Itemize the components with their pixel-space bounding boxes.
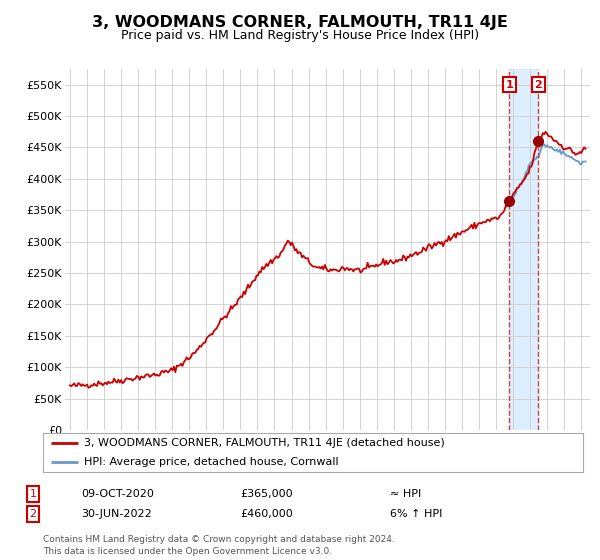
- Text: £365,000: £365,000: [240, 489, 293, 499]
- Text: 2: 2: [535, 80, 542, 90]
- Text: 30-JUN-2022: 30-JUN-2022: [81, 509, 152, 519]
- Bar: [509, 69, 538, 430]
- Text: HPI: Average price, detached house, Cornwall: HPI: Average price, detached house, Corn…: [83, 456, 338, 466]
- Text: 6% ↑ HPI: 6% ↑ HPI: [390, 509, 442, 519]
- Text: Contains HM Land Registry data © Crown copyright and database right 2024.
This d: Contains HM Land Registry data © Crown c…: [43, 535, 395, 556]
- Text: 3, WOODMANS CORNER, FALMOUTH, TR11 4JE (detached house): 3, WOODMANS CORNER, FALMOUTH, TR11 4JE (…: [83, 438, 445, 449]
- Text: 1: 1: [505, 80, 513, 90]
- Text: Price paid vs. HM Land Registry's House Price Index (HPI): Price paid vs. HM Land Registry's House …: [121, 29, 479, 42]
- Text: 09-OCT-2020: 09-OCT-2020: [81, 489, 154, 499]
- Text: 1: 1: [29, 489, 37, 499]
- Text: 3, WOODMANS CORNER, FALMOUTH, TR11 4JE: 3, WOODMANS CORNER, FALMOUTH, TR11 4JE: [92, 15, 508, 30]
- Text: 2: 2: [29, 509, 37, 519]
- Text: £460,000: £460,000: [240, 509, 293, 519]
- Text: ≈ HPI: ≈ HPI: [390, 489, 421, 499]
